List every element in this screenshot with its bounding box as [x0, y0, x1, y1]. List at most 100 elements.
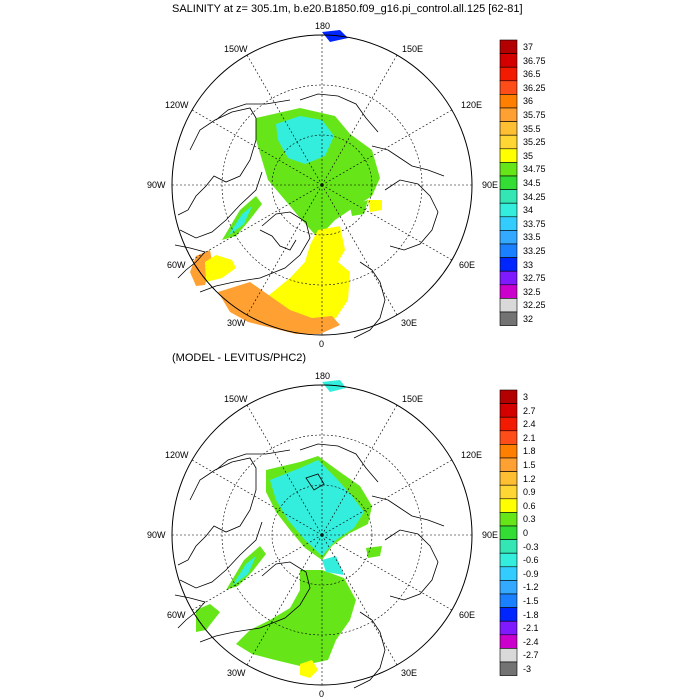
bottom-map — [171, 380, 473, 689]
top-map-title: SALINITY at z= 305.1m, b.e20.B1850.f09_g… — [172, 3, 523, 15]
top-colorbar-label: 34 — [523, 205, 534, 216]
bottom-colorbar-box — [499, 512, 518, 527]
bottom-colorbar-label: 3 — [523, 392, 529, 402]
top-label-60e: 60E — [459, 260, 476, 270]
top-colorbar-label: 33.75 — [523, 218, 546, 229]
bottom-colorbar-box — [499, 552, 518, 568]
top-colorbar-box — [499, 298, 518, 313]
bottom-colorbar-box — [499, 525, 518, 540]
bottom-colorbar-label: -0.3 — [523, 541, 539, 552]
top-colorbar-label: 33.5 — [523, 232, 541, 243]
bottom-region-cyan — [270, 460, 364, 556]
top-colorbar-box — [499, 94, 518, 109]
bottom-colorbar-box — [499, 620, 518, 636]
bottom-colorbar-box — [499, 498, 518, 513]
bottom-colorbar — [499, 389, 518, 676]
top-map-border — [171, 34, 473, 336]
bottom-colorbar-label: 1.8 — [523, 446, 536, 457]
bottom-colorbar-label: -0.9 — [523, 568, 539, 579]
top-colorbar-box — [499, 39, 518, 54]
top-coastlines — [174, 93, 445, 339]
bottom-colorbar-box — [499, 580, 518, 595]
bottom-colorbar-box — [499, 471, 518, 486]
top-label-150e: 150E — [402, 44, 424, 54]
bottom-colorbar-box — [499, 416, 518, 432]
top-colorbar — [499, 39, 518, 326]
top-colorbar-label: 33.25 — [523, 246, 546, 256]
bottom-colorbar-box — [499, 607, 518, 622]
bottom-colorbar-box — [499, 457, 518, 472]
top-colorbar-box — [499, 311, 518, 326]
bottom-colorbar-label: -1.8 — [523, 609, 539, 620]
top-label-90e: 90E — [482, 180, 499, 190]
top-region-east-green — [350, 200, 368, 216]
top-label-120e: 120E — [461, 100, 483, 110]
bottom-colorbar-label: 2.1 — [523, 432, 536, 443]
top-colorbar-label: 35.25 — [523, 137, 546, 148]
top-colorbar-label: 32 — [523, 314, 534, 324]
top-colorbar-label: 34.75 — [523, 164, 546, 175]
top-region-cyan — [276, 116, 334, 164]
bottom-label-0: 0 — [319, 689, 325, 699]
bottom-region-yellow-blob — [300, 660, 318, 678]
top-colorbar-label: 36 — [523, 96, 534, 107]
top-colorbar-box — [499, 270, 518, 286]
bottom-label-30w: 30W — [227, 668, 246, 678]
bottom-colorbar-label: 1.2 — [523, 473, 536, 484]
bottom-colorbar-box — [499, 539, 518, 554]
bottom-colorbar-box — [499, 403, 518, 418]
top-colorbar-box — [499, 121, 518, 136]
bottom-region-green-atlantic — [236, 570, 356, 666]
top-region-yellow-west — [205, 255, 236, 282]
bottom-colorbar-label: 0.9 — [523, 487, 536, 498]
bottom-map-title: (MODEL - LEVITUS/PHC2) — [172, 352, 307, 364]
top-colorbar-label: 32.25 — [523, 300, 546, 311]
bottom-colorbar-box — [499, 444, 518, 459]
top-colorbar-label: 35.75 — [523, 110, 546, 120]
top-colorbar-label: 32.5 — [523, 286, 541, 297]
bottom-map-grid — [172, 385, 472, 685]
bottom-label-150e: 150E — [402, 394, 424, 404]
top-colorbar-label: 35 — [523, 150, 534, 161]
top-colorbar-label: 36.5 — [523, 69, 541, 80]
bottom-label-120w: 120W — [165, 450, 189, 460]
top-colorbar-box — [499, 134, 518, 150]
top-colorbar-box — [499, 175, 518, 190]
bottom-colorbar-box — [499, 484, 518, 500]
top-region-orange — [218, 282, 340, 334]
top-colorbar-box — [499, 148, 518, 163]
top-label-120w: 120W — [165, 100, 189, 110]
top-colorbar-label: 35.5 — [523, 123, 541, 134]
bottom-map-border — [171, 384, 473, 686]
bottom-label-30e: 30E — [401, 668, 418, 678]
bottom-region-east-patch — [366, 546, 382, 558]
top-colorbar-box — [499, 243, 518, 258]
bottom-colorbar-label: -1.2 — [523, 582, 539, 593]
top-colorbar-box — [499, 284, 518, 299]
bottom-colorbar-label: -2.1 — [523, 623, 539, 634]
top-colorbar-label: 37 — [523, 42, 534, 52]
top-colorbar-box — [499, 216, 518, 231]
bottom-colorbar-box — [499, 648, 518, 663]
bottom-map-fill — [196, 380, 382, 678]
top-colorbar-label: 34.5 — [523, 178, 541, 188]
bottom-colorbar-label: -2.7 — [523, 650, 539, 661]
top-colorbar-box — [499, 80, 518, 95]
bottom-region-bering — [322, 380, 346, 392]
bottom-colorbar-box — [499, 389, 518, 404]
bottom-colorbar-box — [499, 661, 518, 676]
top-colorbar-box — [499, 230, 518, 245]
top-region-baffin-cyan — [228, 206, 252, 236]
bottom-label-90w: 90W — [147, 530, 166, 540]
bottom-label-60e: 60E — [459, 610, 476, 620]
top-colorbar-box — [499, 257, 518, 272]
top-colorbar-box — [499, 66, 518, 82]
bottom-colorbar-label: 0 — [523, 528, 529, 538]
bottom-colorbar-label: -1.5 — [523, 596, 539, 606]
bottom-colorbar-label: 0.3 — [523, 514, 536, 525]
bottom-label-60w: 60W — [167, 610, 186, 620]
top-colorbar-box — [499, 107, 518, 122]
bottom-colorbar-box — [499, 566, 518, 581]
bottom-colorbar-label: -2.4 — [523, 636, 539, 647]
